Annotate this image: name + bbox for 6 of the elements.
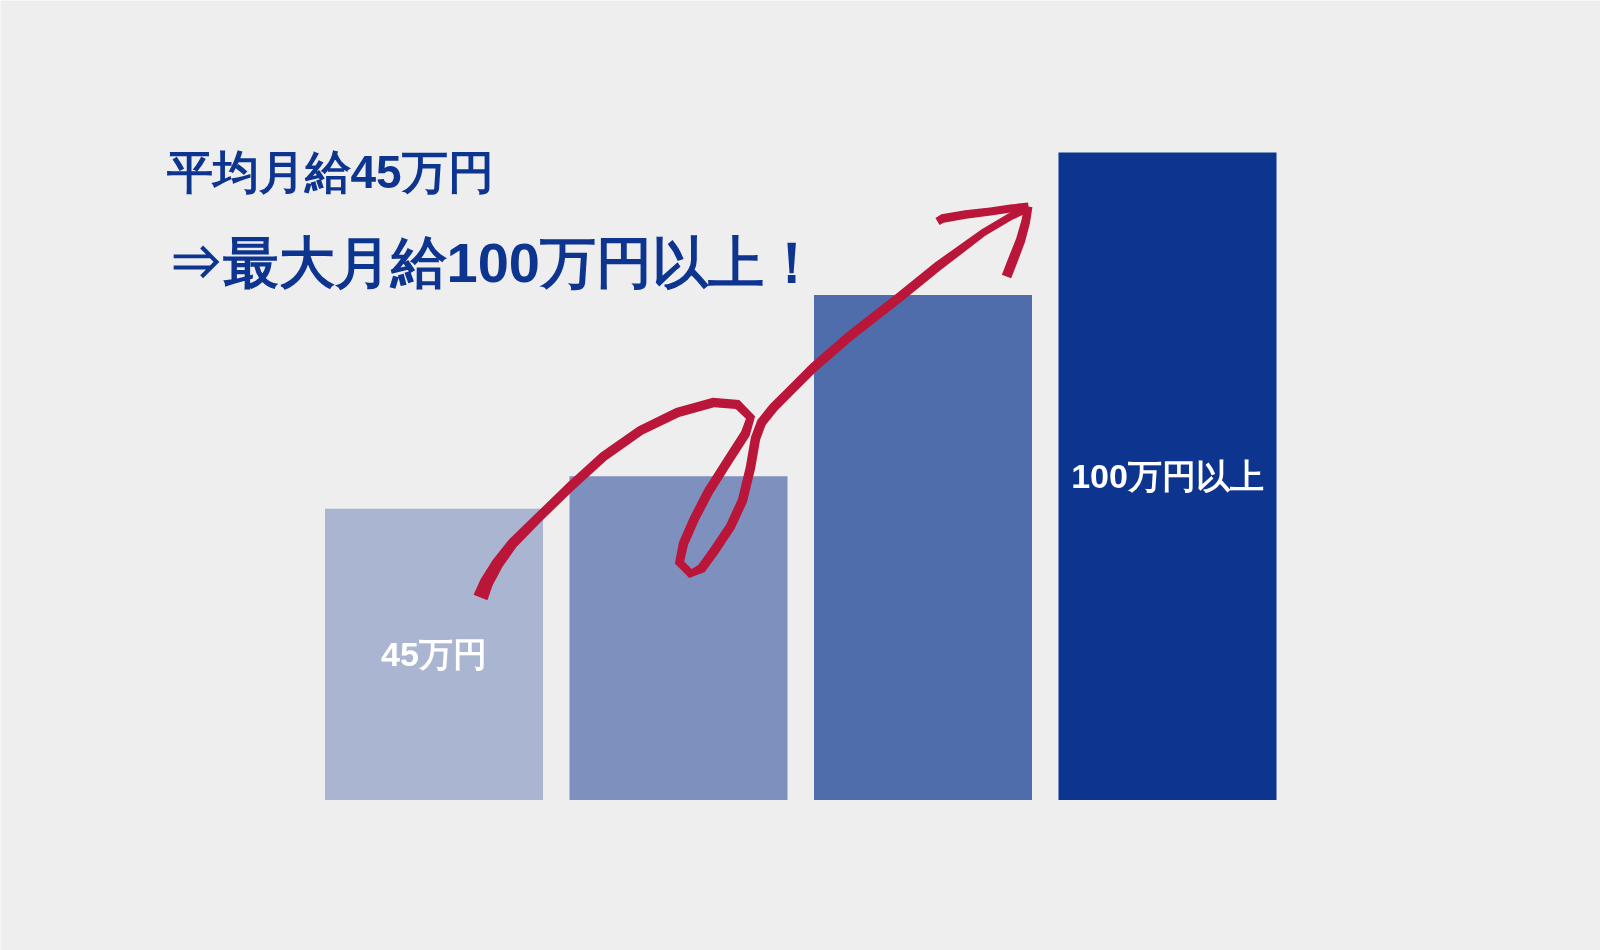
text: ⇒最大月給100万円以上！ bbox=[166, 231, 820, 294]
bar bbox=[1058, 152, 1277, 801]
bar bbox=[325, 508, 543, 801]
data-label: 45万円 bbox=[381, 635, 487, 674]
chart-title: 平均月給45万円 bbox=[166, 145, 494, 198]
data-label: 100万円以上 bbox=[1071, 457, 1264, 496]
